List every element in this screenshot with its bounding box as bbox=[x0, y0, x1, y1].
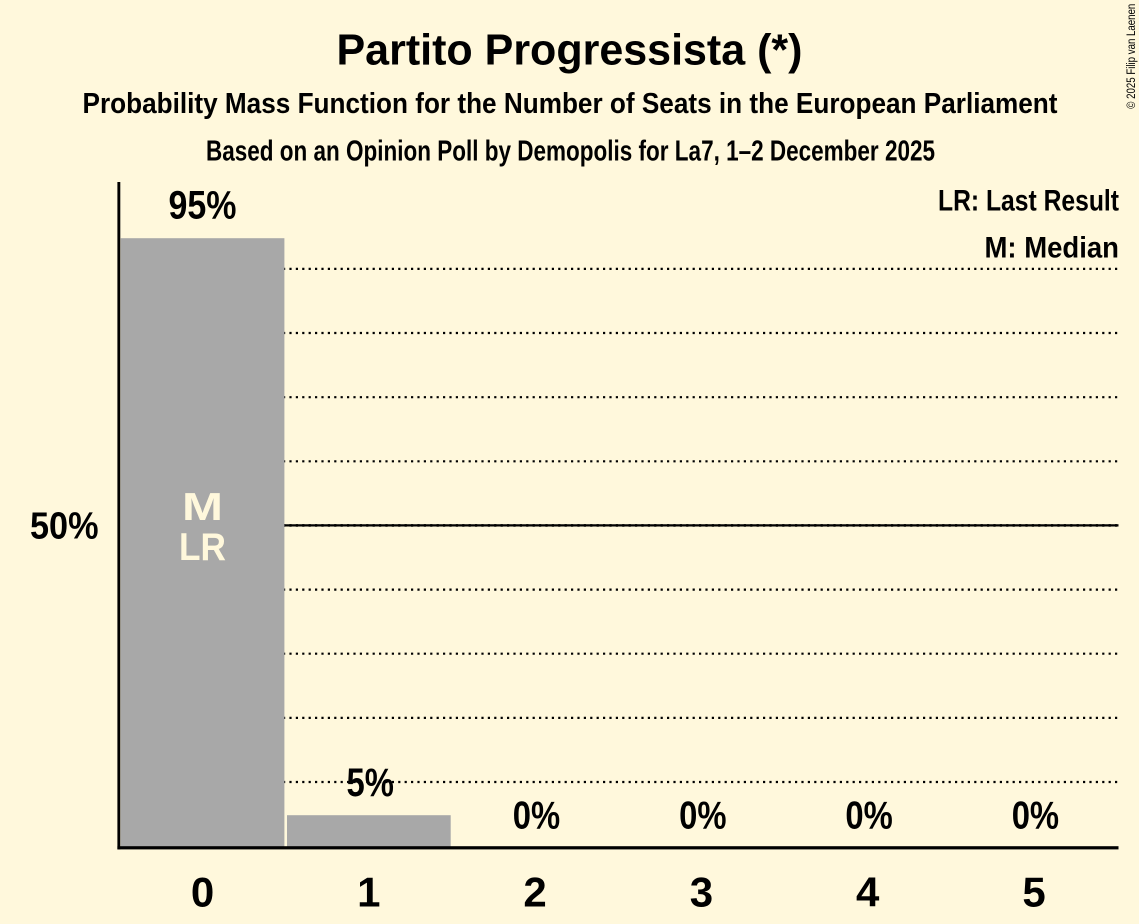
svg-text:Based on an Opinion Poll by De: Based on an Opinion Poll by Demopolis fo… bbox=[206, 136, 935, 168]
svg-text:0%: 0% bbox=[1012, 795, 1059, 838]
svg-text:95%: 95% bbox=[169, 183, 237, 227]
svg-text:Probability Mass Function for: Probability Mass Function for the Number… bbox=[83, 88, 1058, 120]
svg-text:1: 1 bbox=[357, 869, 380, 916]
svg-text:LR: LR bbox=[179, 526, 226, 569]
svg-text:5%: 5% bbox=[347, 761, 394, 805]
svg-text:4: 4 bbox=[856, 869, 880, 916]
svg-text:Partito Progressista (*): Partito Progressista (*) bbox=[337, 26, 803, 75]
svg-text:0%: 0% bbox=[845, 795, 892, 838]
svg-text:2: 2 bbox=[523, 869, 546, 916]
svg-text:3: 3 bbox=[690, 869, 713, 916]
svg-text:50%: 50% bbox=[30, 506, 99, 548]
svg-text:© 2025 Filip van Laenen: © 2025 Filip van Laenen bbox=[1124, 4, 1138, 109]
svg-text:0%: 0% bbox=[513, 795, 560, 838]
svg-text:0%: 0% bbox=[679, 795, 726, 838]
svg-text:0: 0 bbox=[191, 869, 214, 916]
svg-text:M: Median: M: Median bbox=[985, 232, 1120, 265]
svg-text:5: 5 bbox=[1022, 869, 1045, 916]
svg-text:M: M bbox=[182, 486, 223, 529]
svg-text:LR: Last Result: LR: Last Result bbox=[938, 185, 1119, 218]
